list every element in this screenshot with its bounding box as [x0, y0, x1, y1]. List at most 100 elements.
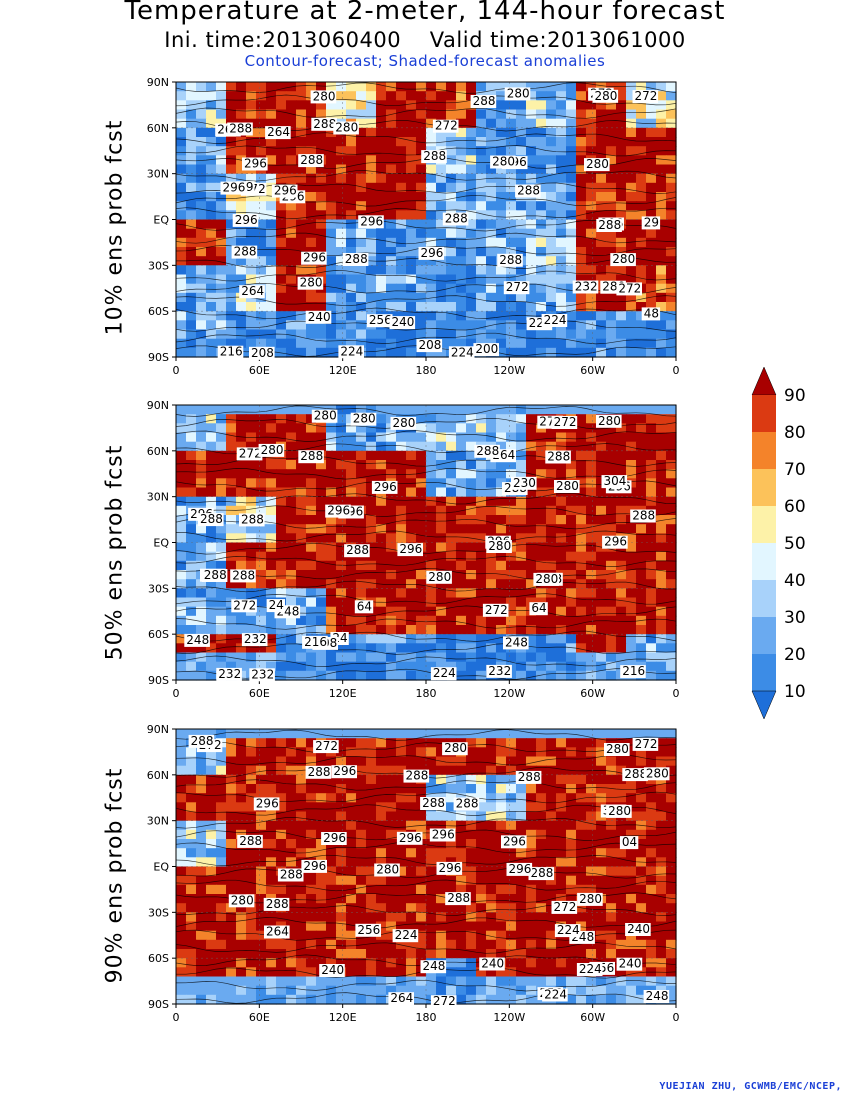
contour-label: 296: [333, 764, 356, 778]
contour-label: 216: [220, 345, 243, 359]
contour-label: 272: [506, 280, 529, 294]
contour-label-box: [490, 155, 516, 169]
contour-label-box: [198, 513, 224, 527]
contour-label: 280: [492, 155, 515, 169]
contour-label: 232: [575, 280, 598, 294]
contour-label-box: [388, 992, 414, 1006]
contour-label-box: [232, 213, 259, 227]
lat-tick-label: 90N: [147, 399, 169, 412]
lon-tick-label: 0: [673, 687, 680, 700]
contour-label: 296: [604, 535, 627, 549]
contour-label-box: [344, 544, 370, 558]
contour-label: 280: [376, 863, 399, 877]
contour-label-box: [511, 476, 537, 490]
lon-tick-label: 60W: [580, 364, 605, 377]
contour-label: 248: [423, 959, 446, 973]
contour-label: 280: [579, 892, 602, 906]
contour-label-box: [338, 345, 364, 359]
contour-label-box: [473, 343, 499, 357]
contour-label: 280: [353, 412, 376, 426]
colorbar-segment: [752, 432, 776, 469]
lon-tick-label: 120E: [329, 1011, 357, 1024]
contour-label-box: [374, 863, 400, 877]
contour-label-box: [592, 89, 619, 103]
contour-label-box: [366, 314, 393, 328]
contour-lines: [175, 729, 677, 1004]
contour-label-box: [239, 513, 265, 527]
contour-label: 288: [313, 117, 336, 131]
contour-label: 296: [303, 251, 326, 265]
contour-label: 288: [473, 94, 496, 108]
contour-label: 280: [488, 539, 511, 553]
colorbar-tick-label: 80: [784, 423, 806, 443]
contour-label: 232: [251, 667, 274, 681]
contour-label-box: [418, 246, 445, 260]
colorbar-top-arrow: [751, 366, 777, 396]
lon-tick-label: 60E: [249, 1011, 270, 1024]
lat-tick-label: 30N: [147, 168, 169, 181]
contour-label: 280: [300, 276, 323, 290]
contour-label-box: [641, 216, 661, 230]
contour-label-box: [515, 770, 542, 784]
contour-label-box: [350, 412, 377, 426]
lat-tick-label: EQ: [153, 861, 169, 874]
contour-label-box: [313, 740, 339, 754]
contour-label-box: [390, 416, 417, 430]
contour-label-box: [596, 219, 622, 232]
contour-label: 288: [422, 796, 445, 810]
contour-label-box: [541, 314, 568, 327]
contour-label: 280: [612, 252, 635, 266]
contour-label: 296: [439, 861, 462, 875]
contour-label-box: [448, 346, 475, 360]
contour-label: 280: [535, 572, 558, 586]
contour-label: 296: [360, 214, 383, 228]
lon-tick-label: 60W: [580, 1011, 605, 1024]
contour-label-box: [311, 409, 338, 423]
contour-label: 288: [232, 568, 255, 582]
contour-label-box: [501, 835, 527, 849]
contour-label: 288: [632, 509, 655, 523]
contour-label-box: [630, 509, 656, 523]
colorbar-segment: [752, 543, 776, 580]
lon-tick-label: 180: [416, 687, 437, 700]
lon-tick-label: 120W: [493, 1011, 525, 1024]
contour-label-box: [397, 543, 423, 557]
colorbar: 10 20 30 40 50 60 70 80 90: [751, 366, 806, 720]
lon-tick-label: 0: [673, 364, 680, 377]
contour-label: 232: [244, 632, 267, 646]
contour-value-labels: 2802722802722802882882642642722802882802…: [215, 86, 661, 360]
contour-label: 288: [191, 734, 214, 748]
contour-label: 272: [233, 598, 256, 612]
contour-label: 272: [433, 994, 456, 1008]
lon-tick-label: 120W: [493, 364, 525, 377]
contour-label-box: [258, 443, 285, 457]
contour-label: 288: [300, 449, 323, 463]
contour-label-box: [231, 599, 257, 613]
lon-tick-label: 180: [416, 1011, 437, 1024]
contour-label: 288: [445, 212, 468, 226]
lon-tick-label: 0: [173, 364, 180, 377]
contour-label: 280: [507, 86, 530, 100]
contour-label-box: [249, 668, 275, 682]
contour-label-box: [266, 599, 285, 613]
contour-label: 272: [635, 737, 658, 751]
contour-label: 240: [308, 310, 331, 324]
colorbar-tick-label: 10: [784, 682, 806, 702]
contour-label-box: [641, 307, 661, 321]
contour-label-box: [354, 600, 374, 614]
contour-label: 280: [393, 416, 416, 430]
contour-label-box: [319, 964, 345, 977]
contour-label: 288: [229, 122, 252, 136]
contour-label: 216: [622, 664, 645, 678]
contour-label: 288: [456, 797, 479, 811]
contour-label: 280: [444, 741, 467, 755]
contour-label: 280: [646, 766, 669, 780]
contour-label-box: [643, 767, 670, 781]
contour-label-box: [298, 154, 324, 168]
contour-label: 288: [234, 245, 257, 259]
contour-label-box: [271, 184, 298, 198]
contour-label-box: [310, 90, 337, 104]
colorbar-segment: [752, 395, 776, 432]
contour-label-box: [298, 450, 324, 464]
colorbar-tick-label: 60: [784, 497, 806, 517]
